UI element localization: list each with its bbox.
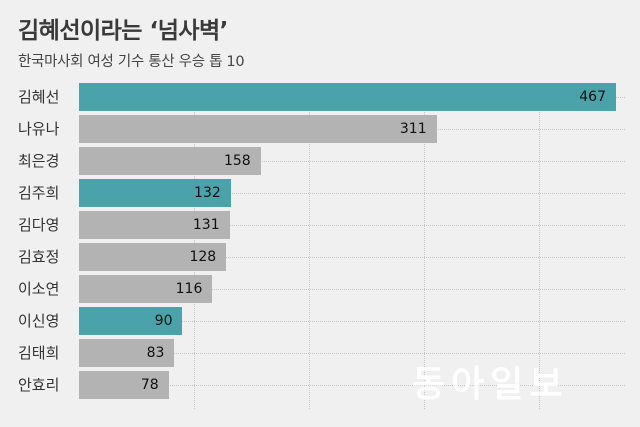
bar: 78 xyxy=(79,371,169,399)
chart-subtitle: 한국마사회 여성 기수 통산 우승 톱 10 xyxy=(18,54,245,70)
category-label: 최은경 xyxy=(18,152,60,170)
bar-value-label: 311 xyxy=(399,121,427,137)
bar-value-label: 158 xyxy=(223,153,251,169)
category-label: 김혜선 xyxy=(18,88,60,106)
bar-value-label: 78 xyxy=(140,377,159,393)
bar: 311 xyxy=(79,115,437,143)
watermark-logo: 동아일보 xyxy=(412,364,569,405)
bar: 116 xyxy=(79,275,213,303)
category-label: 안효리 xyxy=(18,376,60,394)
bar: 83 xyxy=(79,339,175,367)
chart-title: 김혜선이라는 ‘넘사벽’ xyxy=(18,18,228,44)
category-label: 나유나 xyxy=(18,120,60,138)
bar-value-label: 132 xyxy=(194,185,221,201)
category-label: 이소연 xyxy=(18,280,60,298)
bar: 132 xyxy=(79,179,231,207)
gridline-horizontal xyxy=(79,353,625,354)
gridline-vertical xyxy=(423,83,425,409)
gridline-horizontal xyxy=(79,257,625,258)
bar-value-label: 83 xyxy=(146,345,165,361)
category-label: 이신영 xyxy=(18,312,60,330)
gridline-horizontal xyxy=(79,385,625,386)
gridline-horizontal xyxy=(79,321,625,322)
category-label: 김태희 xyxy=(18,344,60,362)
bar: 467 xyxy=(79,83,616,111)
gridline-vertical xyxy=(308,83,310,409)
bar-value-label: 128 xyxy=(189,249,217,265)
bar-value-label: 131 xyxy=(192,217,220,233)
bar: 131 xyxy=(79,211,230,239)
bar-value-label: 116 xyxy=(175,281,203,297)
bar: 90 xyxy=(79,307,183,335)
bar: 128 xyxy=(79,243,227,271)
gridline-horizontal xyxy=(79,193,625,194)
gridline-vertical xyxy=(538,83,540,409)
category-label: 김효정 xyxy=(18,248,60,266)
gridline-horizontal xyxy=(79,225,625,226)
bar-value-label: 467 xyxy=(579,89,606,105)
bar: 158 xyxy=(79,147,261,175)
gridline-horizontal xyxy=(79,161,625,162)
gridline-horizontal xyxy=(79,289,625,290)
category-label: 김주희 xyxy=(18,184,60,202)
bar-value-label: 90 xyxy=(154,313,173,329)
category-label: 김다영 xyxy=(18,216,60,234)
